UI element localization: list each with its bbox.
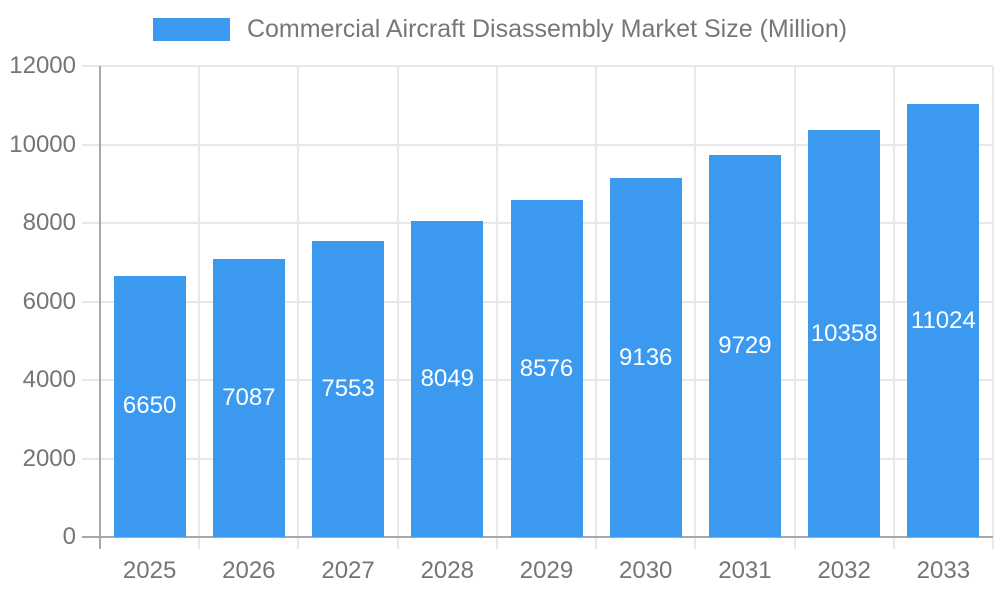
bar-2026: 7087 <box>212 258 285 537</box>
y-axis-tick-label: 8000 <box>22 209 76 236</box>
x-axis-tick-label: 2031 <box>718 557 772 584</box>
gridline-vertical <box>495 66 498 549</box>
y-axis-tick-label: 4000 <box>22 366 76 393</box>
gridline-vertical <box>297 66 300 549</box>
y-axis-line <box>99 66 101 549</box>
bar-value-label: 9136 <box>619 343 673 371</box>
x-axis-tick-label: 2027 <box>321 557 375 584</box>
bar-value-label: 8049 <box>420 365 474 393</box>
bar-2027: 7553 <box>312 240 385 537</box>
y-axis-tick-label: 2000 <box>22 444 76 472</box>
bar-2028: 8049 <box>411 221 484 537</box>
gridline-horizontal <box>82 143 993 146</box>
gridline-horizontal <box>82 65 993 67</box>
x-axis-line <box>82 536 993 538</box>
x-axis-tick-label: 2033 <box>916 557 971 584</box>
bar-2031: 9729 <box>708 155 781 537</box>
bar-2030: 9136 <box>609 178 682 537</box>
x-axis-tick-label: 2032 <box>817 557 871 584</box>
gridline-vertical <box>595 66 598 549</box>
x-axis-tick-label: 2029 <box>519 557 574 584</box>
x-axis-tick-label: 2026 <box>222 557 276 584</box>
x-axis-tick-label: 2025 <box>122 557 177 584</box>
y-axis-tick-label: 6000 <box>22 287 76 315</box>
gridline-vertical <box>892 66 895 549</box>
bar-2025: 6650 <box>113 275 186 537</box>
bar-value-label: 7087 <box>222 383 276 411</box>
x-axis-tick-label: 2028 <box>420 557 474 584</box>
gridline-vertical <box>694 66 697 549</box>
gridline-vertical <box>198 66 201 549</box>
bar-value-label: 11024 <box>910 306 976 334</box>
legend-label: Commercial Aircraft Disassembly Market S… <box>246 15 848 43</box>
bar-value-label: 9729 <box>718 332 772 360</box>
gridline-vertical <box>793 66 796 549</box>
y-axis-tick-label: 12000 <box>9 52 76 79</box>
legend[interactable]: Commercial Aircraft Disassembly Market S… <box>0 15 1000 43</box>
bar-value-label: 6650 <box>122 392 177 420</box>
y-axis-tick-label: 0 <box>62 523 76 550</box>
bar-2033: 11024 <box>907 104 980 537</box>
bar-2032: 10358 <box>808 130 881 537</box>
gridline-vertical <box>396 66 399 549</box>
bar-2029: 8576 <box>510 200 583 537</box>
bar-value-label: 7553 <box>321 374 375 402</box>
x-axis-tick-label: 2030 <box>619 557 673 584</box>
y-axis-tick-label: 10000 <box>9 130 76 158</box>
gridline-vertical <box>992 66 994 549</box>
bar-value-label: 10358 <box>810 319 878 347</box>
legend-swatch <box>152 17 230 41</box>
bar-value-label: 8576 <box>519 354 574 382</box>
